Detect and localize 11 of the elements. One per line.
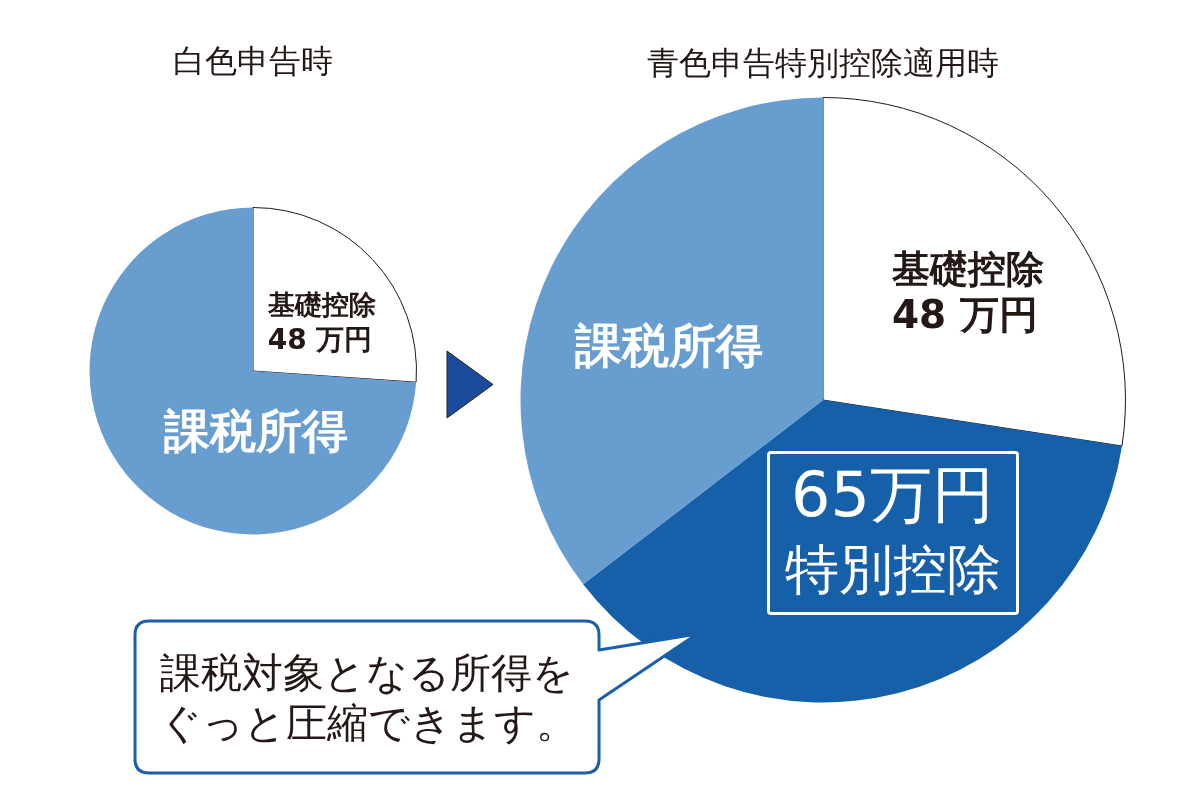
- slice-label: 課税所得: [573, 318, 763, 374]
- slice-label: 特別控除: [784, 537, 1001, 601]
- slice-label: 課税所得: [163, 403, 349, 458]
- slice-label: 基礎控除: [890, 247, 1044, 292]
- data-label: 48 万円: [267, 323, 373, 357]
- text: 課税対象となる所得をぐっと圧縮できます。: [160, 648, 578, 748]
- data-label: 65万円: [791, 457, 995, 531]
- slice-label: 基礎控除: [266, 289, 377, 321]
- data-label: 48 万円: [891, 292, 1038, 338]
- chart-title: 青色申告特別控除適用時: [646, 43, 1000, 83]
- chart-title: 白色申告時: [172, 41, 334, 81]
